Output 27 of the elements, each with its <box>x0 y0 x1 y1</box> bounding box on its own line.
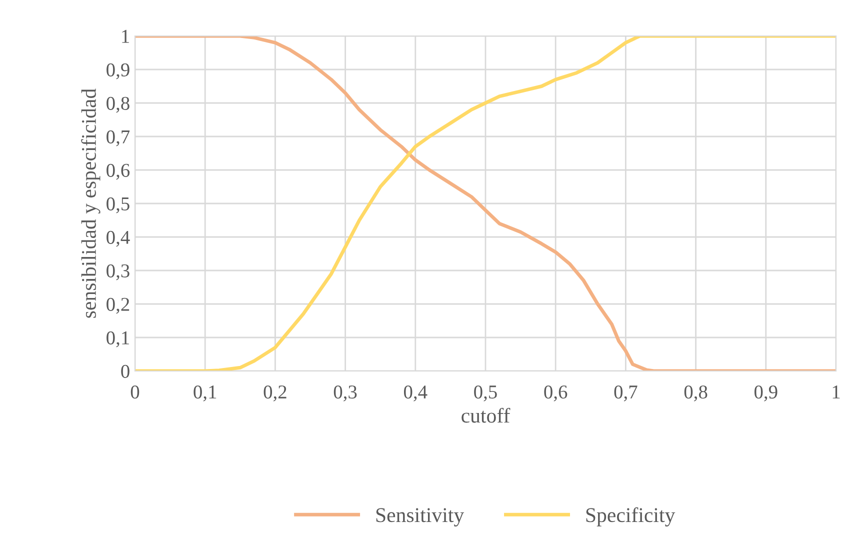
y-tick-label: 0,3 <box>106 264 130 280</box>
y-tick-label: 0,8 <box>106 96 130 113</box>
line-series <box>135 36 836 371</box>
y-tick-label: 0 <box>121 364 130 378</box>
x-tick-label: 0,6 <box>544 385 568 402</box>
x-tick-label: 0,1 <box>194 385 216 402</box>
y-tick-label: 0,2 <box>106 298 130 314</box>
legend-label: Sensitivity <box>376 508 464 526</box>
y-tick-label: 0,6 <box>106 164 130 180</box>
x-tick-label: 0,3 <box>334 385 357 402</box>
y-tick-label: 0,9 <box>106 63 130 80</box>
y-tick-label: 0,1 <box>106 331 129 348</box>
y-tick-label: 0,4 <box>106 230 130 247</box>
y-tick-label: 1 <box>122 30 129 43</box>
y-axis-title: sensibilidad y especificidad <box>81 88 100 318</box>
y-tick-label: 0,5 <box>106 197 130 214</box>
x-tick-label: 1 <box>832 386 840 398</box>
x-tick-label: 0,2 <box>264 385 286 402</box>
x-tick-label: 0,8 <box>684 385 708 402</box>
x-tick-label: 0,9 <box>754 385 778 402</box>
x-tick-label: 0 <box>130 385 140 399</box>
y-tick-label: 0,7 <box>106 130 130 146</box>
x-tick-label: 0,4 <box>404 385 428 402</box>
x-tick-label: 0,5 <box>474 385 497 402</box>
x-tick-label: 0,7 <box>614 385 638 402</box>
legend-label: Specificity <box>586 507 676 526</box>
x-axis-title: cutoff <box>462 408 510 423</box>
